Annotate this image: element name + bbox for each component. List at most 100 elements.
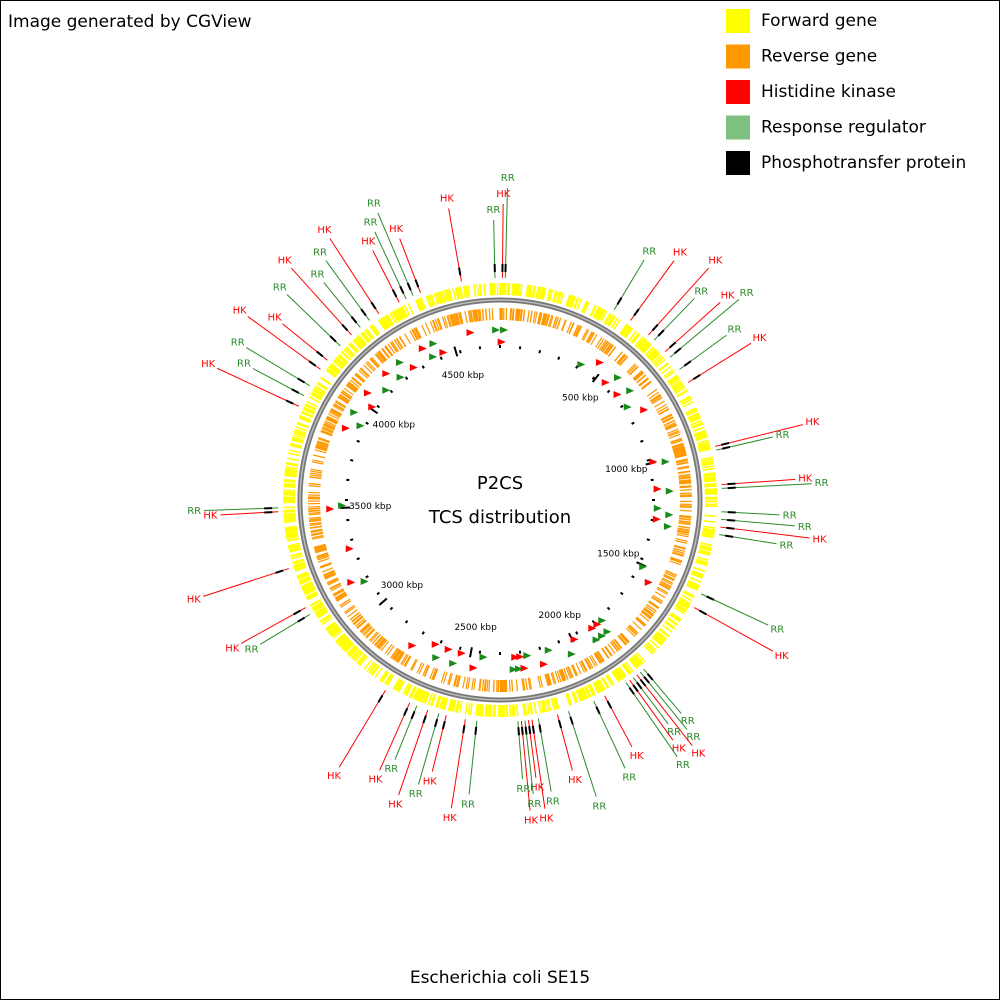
reverse-gene — [527, 677, 531, 690]
outer-tick — [720, 441, 730, 446]
forward-gene — [392, 310, 401, 322]
reverse-gene — [455, 312, 460, 325]
minor-tick — [350, 458, 354, 462]
forward-gene — [327, 366, 339, 376]
legend-label: Forward gene — [761, 11, 877, 31]
reverse-gene — [458, 312, 462, 325]
reverse-gene — [318, 557, 330, 563]
reverse-gene — [411, 329, 419, 341]
forward-gene — [634, 653, 644, 664]
forward-gene — [325, 369, 337, 378]
reverse-gene — [661, 577, 674, 584]
reverse-gene — [308, 511, 321, 514]
reverse-gene — [511, 308, 514, 321]
forward-gene — [672, 382, 684, 391]
reverse-gene — [545, 314, 551, 327]
forward-gene — [704, 485, 717, 488]
reverse-gene — [673, 447, 685, 452]
forward-gene — [618, 666, 627, 678]
forward-gene — [572, 691, 579, 703]
feature-marker — [653, 485, 662, 493]
feature-marker — [661, 458, 670, 466]
forward-gene — [420, 690, 427, 703]
feature-label: HK — [187, 594, 202, 605]
reverse-gene — [556, 317, 562, 330]
reverse-gene — [311, 536, 324, 540]
reverse-gene — [365, 628, 375, 638]
reverse-gene — [453, 313, 458, 326]
minor-tick — [538, 646, 542, 650]
outer-tick — [558, 719, 563, 729]
forward-gene — [285, 466, 298, 470]
forward-gene — [542, 700, 547, 713]
reverse-gene — [656, 406, 669, 413]
reverse-gene — [337, 396, 349, 405]
forward-gene — [548, 289, 554, 302]
forward-gene — [440, 697, 446, 710]
reverse-gene — [672, 446, 685, 451]
minor-tick — [458, 350, 462, 354]
reverse-gene — [311, 461, 324, 465]
forward-gene — [285, 463, 298, 467]
feature-marker — [598, 632, 607, 640]
reverse-gene — [374, 353, 384, 364]
feature-marker — [623, 403, 632, 411]
outer-tick — [422, 715, 427, 724]
forward-gene — [601, 677, 609, 689]
reverse-gene — [629, 624, 639, 634]
outer-tick — [462, 725, 466, 734]
reverse-gene — [411, 659, 418, 671]
reverse-gene — [561, 319, 567, 332]
forward-gene — [288, 449, 301, 454]
reverse-gene — [308, 516, 321, 519]
feature-label: RR — [798, 522, 812, 533]
forward-gene — [567, 295, 573, 307]
reverse-gene — [473, 309, 476, 322]
reverse-gene — [336, 594, 348, 602]
forward-gene — [644, 346, 655, 357]
reverse-gene — [450, 314, 456, 326]
outer-tick — [291, 388, 300, 394]
forward-gene — [587, 684, 595, 697]
forward-gene — [513, 283, 517, 296]
reverse-gene — [362, 625, 372, 635]
forward-gene — [667, 374, 678, 383]
reverse-gene — [363, 364, 373, 374]
reverse-gene — [470, 310, 474, 323]
reverse-gene — [422, 664, 429, 677]
minor-tick — [646, 458, 650, 462]
reverse-gene — [590, 654, 598, 666]
outer-tick — [391, 289, 398, 298]
forward-gene — [397, 680, 405, 693]
feature-marker — [598, 616, 607, 624]
forward-gene — [704, 488, 717, 491]
forward-gene — [284, 474, 297, 478]
reverse-gene — [413, 327, 421, 340]
forward-gene — [612, 318, 621, 330]
reverse-gene — [676, 461, 689, 466]
feature-label: RR — [783, 510, 797, 521]
reverse-gene — [415, 327, 422, 339]
forward-gene — [687, 412, 700, 419]
reverse-gene — [538, 312, 542, 325]
reverse-gene — [326, 417, 338, 424]
forward-gene — [664, 620, 676, 629]
outer-tick — [727, 482, 736, 486]
forward-gene — [292, 434, 305, 440]
reverse-gene — [309, 523, 322, 527]
feature-label: HK — [530, 783, 545, 794]
minor-tick — [389, 606, 394, 611]
forward-gene — [417, 298, 424, 311]
reverse-gene — [546, 673, 551, 686]
reverse-gene — [308, 507, 321, 510]
outer-tick — [399, 285, 405, 294]
forward-gene — [649, 351, 660, 361]
forward-gene — [585, 685, 592, 698]
forward-gene — [288, 547, 301, 552]
forward-gene — [687, 582, 699, 589]
reverse-gene — [673, 545, 686, 550]
forward-gene — [297, 421, 309, 428]
reverse-gene — [329, 410, 341, 417]
forward-gene — [332, 360, 344, 370]
forward-gene — [291, 437, 304, 443]
